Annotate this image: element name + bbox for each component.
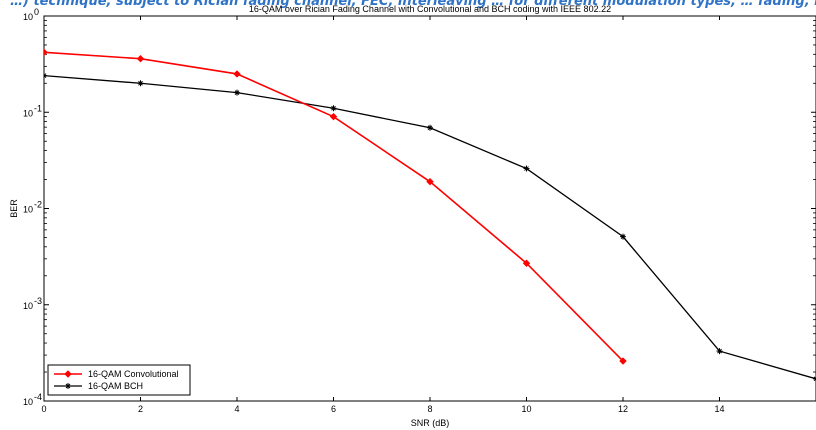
data-point — [330, 105, 337, 112]
data-point-stroke — [427, 125, 433, 131]
cropped-caption-line: …) technique, subject to Rician fading c… — [10, 0, 816, 9]
y-tick-label: 10 — [23, 397, 33, 407]
x-tick-label: 10 — [521, 404, 531, 414]
data-point-stroke — [620, 234, 626, 239]
x-tick-label: 8 — [427, 404, 432, 414]
legend-label: 16-QAM Convolutional — [88, 369, 179, 379]
y-tick-exponent: -2 — [34, 200, 42, 210]
data-point — [426, 177, 434, 186]
data-point — [136, 54, 145, 63]
y-tick-exponent: -3 — [34, 296, 42, 306]
axes: 16-QAM over Rician Fading Channel with C… — [9, 4, 816, 428]
x-axis-label: SNR (dB) — [411, 418, 450, 428]
legend: 16-QAM Convolutional 16-QAM BCH — [47, 364, 191, 396]
data-point — [619, 357, 627, 365]
y-tick-exponent: -1 — [34, 103, 42, 113]
data-point-stroke — [813, 378, 816, 382]
x-tick-label: 2 — [138, 404, 143, 414]
x-tick-label: 6 — [331, 404, 336, 414]
data-point — [64, 370, 72, 378]
y-tick-label: 10 — [23, 12, 33, 22]
plot-frame — [43, 15, 816, 402]
data-point — [329, 112, 338, 121]
data-point-stroke — [138, 80, 143, 86]
y-tick-label: 10 — [23, 205, 33, 215]
chart-title: 16-QAM over Rician Fading Channel with C… — [249, 4, 611, 14]
x-tick-label: 4 — [234, 404, 239, 414]
series-16-qam-convolutional — [44, 48, 627, 365]
data-point — [813, 375, 816, 382]
data-point-stroke — [234, 90, 240, 95]
data-point-stroke — [44, 73, 47, 77]
data-point — [620, 233, 626, 240]
data-point — [233, 70, 241, 78]
data-point — [65, 383, 71, 389]
y-tick-label: 10 — [23, 301, 33, 311]
series-layer — [44, 48, 816, 382]
x-tick-label: 12 — [618, 404, 628, 414]
cropped-caption-text: …) technique, subject to Rician fading c… — [0, 0, 816, 12]
data-point — [716, 348, 723, 355]
data-point-stroke — [813, 376, 816, 380]
data-point-stroke — [331, 105, 336, 111]
data-point — [427, 124, 433, 131]
data-point — [234, 89, 240, 96]
data-point-stroke — [65, 383, 71, 389]
legend-entry: 16-QAM BCH — [54, 381, 143, 391]
y-tick-exponent: 0 — [34, 7, 39, 17]
data-point — [137, 80, 144, 87]
data-point — [44, 72, 47, 79]
data-point-stroke — [524, 166, 529, 171]
y-axis-label: BER — [9, 199, 19, 218]
data-point-stroke — [44, 74, 47, 79]
x-tick-label: 0 — [41, 404, 46, 414]
x-tick-label: 14 — [714, 404, 724, 414]
legend-box — [47, 364, 191, 396]
data-point — [523, 165, 530, 172]
y-tick-exponent: -4 — [34, 392, 42, 402]
data-point — [44, 48, 48, 56]
series-16-qam-bch — [44, 72, 816, 382]
data-point-stroke — [717, 348, 722, 354]
y-tick-label: 10 — [23, 108, 33, 118]
data-point — [522, 259, 531, 267]
legend-entry: 16-QAM Convolutional — [54, 369, 179, 379]
legend-label: 16-QAM BCH — [88, 381, 143, 391]
